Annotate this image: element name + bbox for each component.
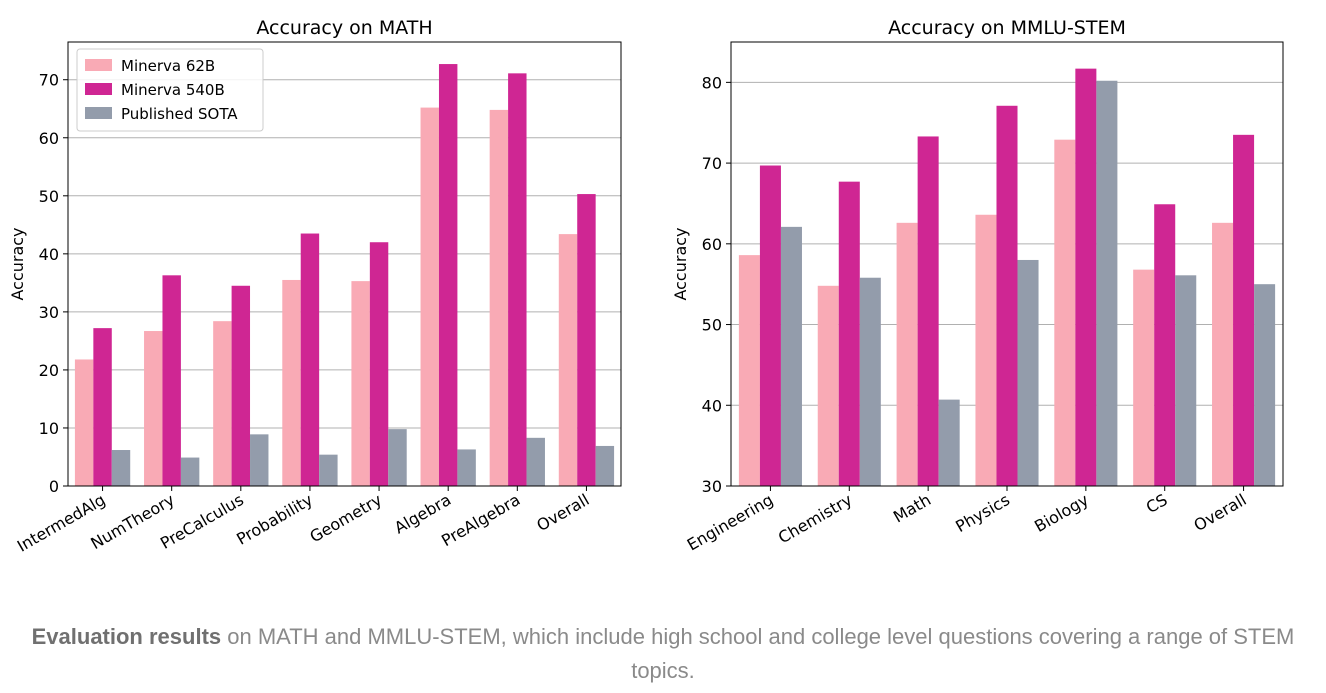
mmlu-bar-engineering-minerva-62b: [739, 255, 760, 486]
math-ytick-label: 40: [39, 245, 59, 264]
mmlu-bar-overall-published-sota: [1254, 284, 1275, 486]
math-xtick-label-probability: Probability: [233, 490, 316, 549]
mmlu-ytick-label: 40: [702, 396, 722, 415]
mmlu-xtick-label-physics: Physics: [952, 490, 1013, 536]
math-bar-numtheory-minerva-540b: [162, 275, 180, 486]
math-legend-label-published-sota: Published SOTA: [121, 105, 238, 123]
math-ytick-label: 50: [39, 187, 59, 206]
mmlu-bar-engineering-minerva-540b: [760, 166, 781, 486]
mmlu-bar-math-minerva-62b: [897, 223, 918, 486]
math-bar-intermedalg-minerva-540b: [93, 328, 111, 486]
mmlu-bar-math-published-sota: [939, 400, 960, 486]
mmlu-bar-overall-minerva-540b: [1233, 135, 1254, 486]
mmlu-bar-chemistry-published-sota: [860, 278, 881, 486]
mmlu-ytick-label: 50: [702, 316, 722, 335]
mmlu-ytick-label: 80: [702, 73, 722, 92]
mmlu-chart-title: Accuracy on MMLU-STEM: [888, 17, 1126, 39]
math-ytick-label: 70: [39, 71, 59, 90]
math-bar-precalculus-minerva-540b: [232, 286, 250, 486]
mmlu-bar-physics-minerva-540b: [996, 106, 1017, 486]
math-ylabel: Accuracy: [8, 227, 27, 300]
mmlu-ytick-label: 30: [702, 477, 722, 496]
math-bar-intermedalg-minerva-62b: [75, 359, 93, 486]
mmlu-bar-physics-minerva-62b: [975, 215, 996, 486]
math-xtick-label-prealgebra: PreAlgebra: [438, 490, 523, 550]
mmlu-xtick-label-overall: Overall: [1191, 490, 1250, 535]
math-bar-precalculus-published-sota: [250, 434, 268, 486]
math-bar-geometry-minerva-62b: [351, 281, 369, 486]
mmlu-bar-engineering-published-sota: [781, 227, 802, 486]
math-legend-label-minerva-62b: Minerva 62B: [121, 57, 215, 75]
mmlu-bar-chemistry-minerva-540b: [839, 182, 860, 486]
figure: Accuracy on MATH010203040506070AccuracyI…: [0, 0, 1326, 600]
mmlu-bar-biology-minerva-540b: [1075, 69, 1096, 486]
mmlu-bar-overall-minerva-62b: [1212, 223, 1233, 486]
mmlu-bar-cs-minerva-540b: [1154, 204, 1175, 486]
math-chart-title: Accuracy on MATH: [256, 17, 432, 39]
mmlu-bar-cs-published-sota: [1175, 275, 1196, 486]
math-bar-algebra-minerva-540b: [439, 64, 457, 486]
math-bar-prealgebra-minerva-62b: [490, 110, 508, 486]
math-legend-swatch-minerva-62b: [85, 59, 112, 71]
math-xtick-label-geometry: Geometry: [306, 490, 385, 546]
math-ytick-label: 60: [39, 129, 59, 148]
math-bar-probability-minerva-540b: [301, 234, 319, 486]
math-bar-precalculus-minerva-62b: [213, 321, 231, 486]
mmlu-ytick-label: 70: [702, 154, 722, 173]
math-legend-swatch-published-sota: [85, 107, 112, 119]
math-bar-numtheory-published-sota: [181, 458, 199, 486]
mmlu-bar-cs-minerva-62b: [1133, 270, 1154, 486]
math-bar-overall-minerva-540b: [577, 194, 595, 486]
mmlu-bar-biology-published-sota: [1096, 81, 1117, 486]
math-bar-prealgebra-minerva-540b: [508, 73, 526, 486]
math-legend-label-minerva-540b: Minerva 540B: [121, 81, 225, 99]
math-bar-prealgebra-published-sota: [527, 438, 545, 486]
caption-bold: Evaluation results: [32, 624, 222, 649]
mmlu-bar-math-minerva-540b: [918, 136, 939, 486]
mmlu-xtick-label-cs: CS: [1143, 490, 1171, 517]
mmlu-xtick-label-math: Math: [890, 490, 934, 526]
mmlu-xtick-label-engineering: Engineering: [684, 490, 777, 554]
math-ytick-label: 0: [49, 477, 59, 496]
math-bar-overall-published-sota: [596, 446, 614, 486]
math-bar-geometry-minerva-540b: [370, 242, 388, 486]
mmlu-ytick-label: 60: [702, 235, 722, 254]
mmlu-xtick-label-biology: Biology: [1031, 490, 1092, 536]
mmlu-ylabel: Accuracy: [671, 227, 690, 300]
math-ytick-label: 20: [39, 361, 59, 380]
mmlu-bar-physics-published-sota: [1018, 260, 1039, 486]
math-bar-intermedalg-published-sota: [112, 450, 130, 486]
mmlu-bar-chemistry-minerva-62b: [818, 286, 839, 486]
math-bar-geometry-published-sota: [388, 429, 406, 486]
caption-text: on MATH and MMLU-STEM, which include hig…: [221, 624, 1294, 683]
math-bar-algebra-minerva-62b: [421, 108, 439, 486]
math-ytick-label: 30: [39, 303, 59, 322]
mmlu-bar-biology-minerva-62b: [1054, 140, 1075, 486]
math-legend-swatch-minerva-540b: [85, 83, 112, 95]
mmlu-xtick-label-chemistry: Chemistry: [775, 490, 855, 547]
math-bar-numtheory-minerva-62b: [144, 331, 162, 486]
caption: Evaluation results on MATH and MMLU-STEM…: [0, 620, 1326, 688]
math-xtick-label-overall: Overall: [533, 490, 592, 535]
math-bar-algebra-published-sota: [457, 449, 475, 486]
math-bar-overall-minerva-62b: [559, 234, 577, 486]
math-bar-probability-minerva-62b: [282, 280, 300, 486]
math-ytick-label: 10: [39, 419, 59, 438]
math-bar-probability-published-sota: [319, 455, 337, 486]
